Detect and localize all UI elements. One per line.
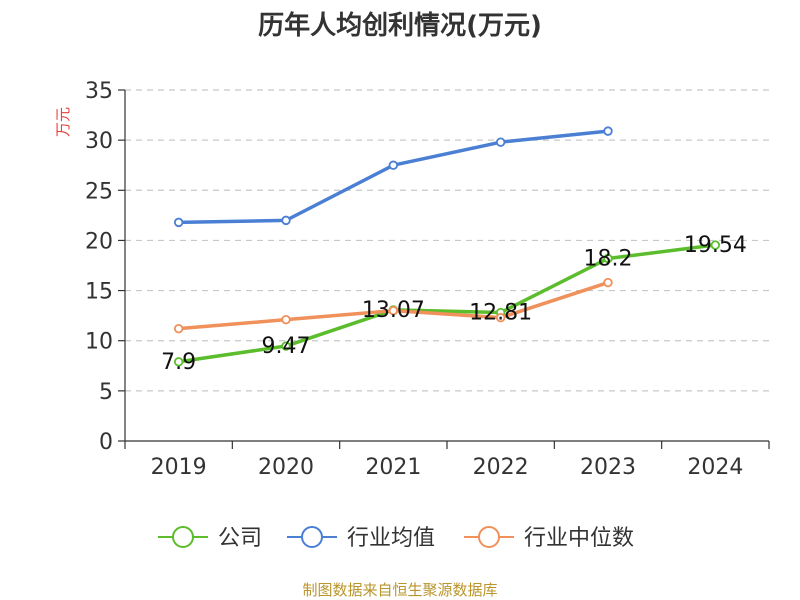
data-point [495, 312, 506, 323]
data-point [495, 137, 506, 147]
x-tick-label: 2021 [365, 455, 421, 480]
data-label: 13.07 [362, 298, 425, 323]
data-point [388, 305, 399, 316]
y-axis-label: 万元 [54, 107, 72, 137]
legend: 公司 行业均值 行业中位数 [158, 526, 634, 551]
series-line [178, 243, 716, 364]
data-point [173, 357, 184, 367]
data-label: 9.47 [262, 334, 311, 359]
footer-source: 制图数据来自恒生聚源数据库 [302, 581, 497, 599]
y-tick-label: 15 [85, 280, 113, 305]
series-group [173, 126, 721, 367]
y-tick-label: 5 [99, 380, 113, 405]
y-tick-label: 25 [85, 179, 113, 204]
legend-marker [301, 526, 323, 548]
x-tick-label: 2020 [258, 455, 314, 480]
x-tick-label: 2024 [687, 455, 743, 480]
y-tick-label: 35 [85, 79, 113, 104]
axes: 0 5 10 15 20 25 30 35 2019 2020 2021 2022 2023 2024 [85, 79, 770, 480]
legend-label: 行业均值 [347, 526, 435, 551]
data-label: 7.9 [161, 350, 196, 375]
data-point [603, 126, 613, 136]
data-point [710, 240, 721, 250]
data-label: 19.54 [684, 233, 747, 258]
y-tick-label: 20 [85, 229, 113, 254]
grid [125, 89, 769, 392]
chart-title: 历年人均创利情况(万元) [258, 10, 542, 41]
y-tick-label: 0 [99, 430, 113, 455]
data-point [281, 314, 291, 325]
data-labels: 7.9 9.47 13.07 12.81 18.2 19.54 [161, 233, 747, 375]
data-label: 12.81 [469, 301, 532, 326]
legend-marker [172, 526, 194, 548]
y-tick-label: 10 [85, 330, 113, 355]
data-point [281, 215, 291, 226]
data-point [281, 341, 291, 351]
x-tick-label: 2022 [473, 455, 529, 480]
legend-label: 公司 [218, 526, 262, 551]
data-point [388, 160, 399, 170]
legend-label: 行业中位数 [524, 526, 634, 551]
x-tick-label: 2019 [151, 455, 207, 480]
series-line [178, 129, 609, 225]
data-point [603, 253, 613, 264]
legend-marker [478, 526, 500, 548]
data-label: 18.2 [584, 246, 633, 271]
data-point [603, 277, 613, 288]
x-tick-label: 2023 [580, 455, 636, 480]
y-tick-label: 30 [85, 129, 113, 154]
data-point [173, 217, 184, 228]
data-point [173, 323, 184, 334]
